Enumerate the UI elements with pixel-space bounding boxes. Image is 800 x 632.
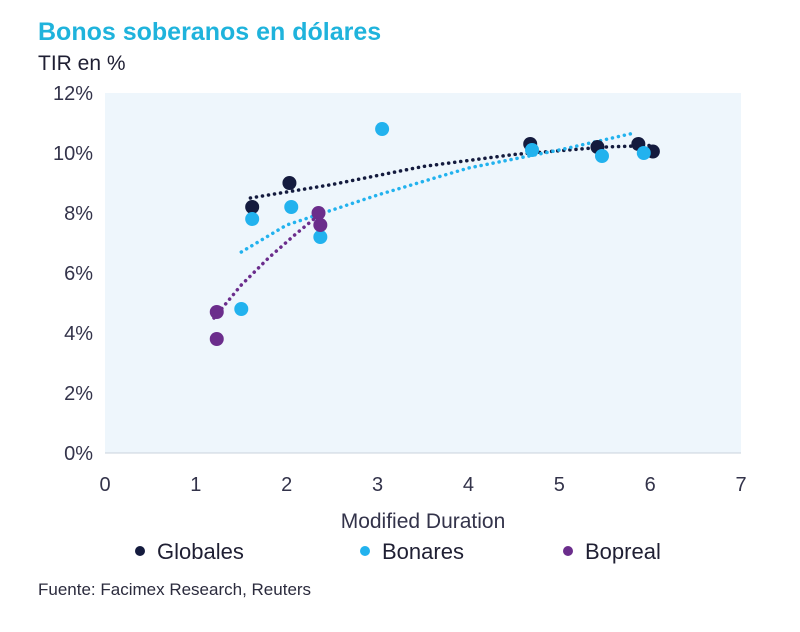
legend-label-bonares: Bonares (382, 539, 464, 564)
x-tick-label: 6 (645, 474, 656, 496)
y-tick-label: 12% (53, 83, 93, 105)
y-tick-label: 10% (53, 143, 93, 165)
y-tick-label: 2% (64, 383, 93, 405)
y-tick-label: 8% (64, 203, 93, 225)
point-bopreal (209, 305, 224, 319)
data-points (209, 122, 660, 346)
trendline-bonares (239, 131, 634, 254)
point-bonares (284, 200, 299, 214)
point-bonares (234, 302, 249, 316)
trend-lines (212, 131, 652, 320)
point-globales (245, 200, 260, 214)
x-axis-label: Modified Duration (341, 510, 506, 533)
legend-marker-globales (135, 546, 145, 556)
x-tick-label: 7 (735, 474, 746, 496)
point-bopreal (313, 218, 328, 232)
legend-label-globales: Globales (157, 539, 244, 564)
chart-title: Bonos soberanos en dólares (38, 18, 382, 46)
x-tick-label: 2 (281, 474, 292, 496)
y-tick-label: 4% (64, 323, 93, 345)
point-bonares (245, 212, 260, 226)
point-bonares (594, 149, 609, 163)
point-bopreal (311, 206, 326, 220)
x-tick-label: 4 (463, 474, 474, 496)
x-tick-label: 0 (99, 474, 110, 496)
x-tick-label: 3 (372, 474, 383, 496)
y-axis-title: TIR en % (38, 52, 126, 75)
x-tick-label: 1 (190, 474, 201, 496)
legend: Globales Bonares Bopreal (135, 539, 661, 564)
trendline-bopreal (212, 209, 325, 320)
y-tick-label: 0% (64, 443, 93, 465)
y-tick-label: 6% (64, 263, 93, 285)
y-axis-ticks: 0% 2% 4% 6% 8% 10% 12% (53, 83, 93, 465)
point-globales (282, 176, 297, 190)
plot-area (105, 93, 741, 453)
x-axis-ticks: 0 1 2 3 4 5 6 7 (99, 474, 746, 496)
point-bonares (525, 143, 540, 157)
point-bonares (636, 146, 651, 160)
legend-marker-bopreal (563, 546, 573, 556)
legend-marker-bonares (360, 546, 370, 556)
source-note: Fuente: Facimex Research, Reuters (38, 580, 312, 599)
legend-label-bopreal: Bopreal (585, 539, 661, 564)
x-tick-label: 5 (554, 474, 565, 496)
trendline-globales (248, 143, 652, 200)
point-bonares (375, 122, 390, 136)
point-bonares (313, 230, 328, 244)
point-bopreal (209, 332, 224, 346)
